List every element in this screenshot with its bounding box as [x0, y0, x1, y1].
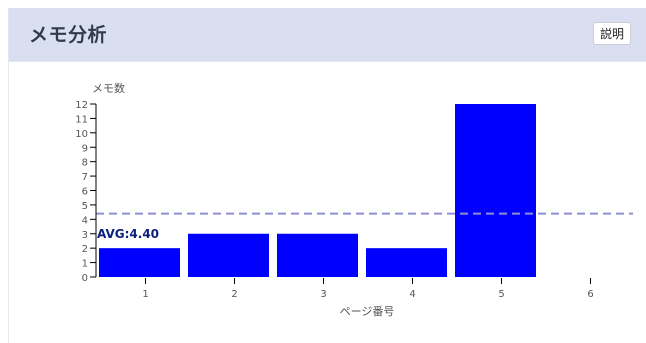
panel-title: メモ分析 [29, 24, 108, 46]
x-tick-label-4: 4 [409, 289, 415, 300]
y-tick-label-8: 8 [82, 158, 88, 169]
bar-page-3[interactable] [277, 233, 358, 277]
y-tick-label-4: 4 [82, 215, 88, 226]
y-axis-title: メモ数 [92, 82, 125, 95]
y-tick-label-10: 10 [75, 129, 88, 140]
x-tick-label-5: 5 [498, 289, 504, 300]
bar-page-4[interactable] [366, 248, 447, 277]
y-tick-label-3: 3 [82, 230, 88, 241]
y-tick-label-1: 1 [82, 259, 88, 270]
y-tick-label-5: 5 [82, 201, 88, 212]
y-tick-label-0: 0 [82, 273, 88, 284]
x-tick-label-1: 1 [142, 289, 148, 300]
memo-analysis-panel: メモ分析 説明 [8, 8, 646, 343]
y-tick-label-9: 9 [82, 143, 88, 154]
bar-page-5[interactable] [455, 104, 536, 277]
bar-page-2[interactable] [188, 233, 269, 277]
x-tick-label-2: 2 [231, 289, 237, 300]
y-tick-label-7: 7 [82, 172, 88, 183]
panel-header: メモ分析 説明 [9, 8, 646, 62]
y-tick-label-2: 2 [82, 244, 88, 255]
y-tick-label-11: 11 [75, 114, 88, 125]
x-tick-label-3: 3 [320, 289, 326, 300]
help-button[interactable]: 説明 [593, 22, 632, 45]
bar-page-1[interactable] [99, 248, 180, 277]
x-axis-title: ページ番号 [340, 305, 395, 318]
y-tick-label-12: 12 [75, 100, 88, 111]
x-tick-label-6: 6 [587, 289, 593, 300]
average-layer: AVG:4.40 [96, 212, 633, 241]
bars-layer [99, 104, 536, 277]
y-tick-label-6: 6 [82, 187, 88, 198]
average-label: AVG:4.40 [97, 227, 159, 241]
